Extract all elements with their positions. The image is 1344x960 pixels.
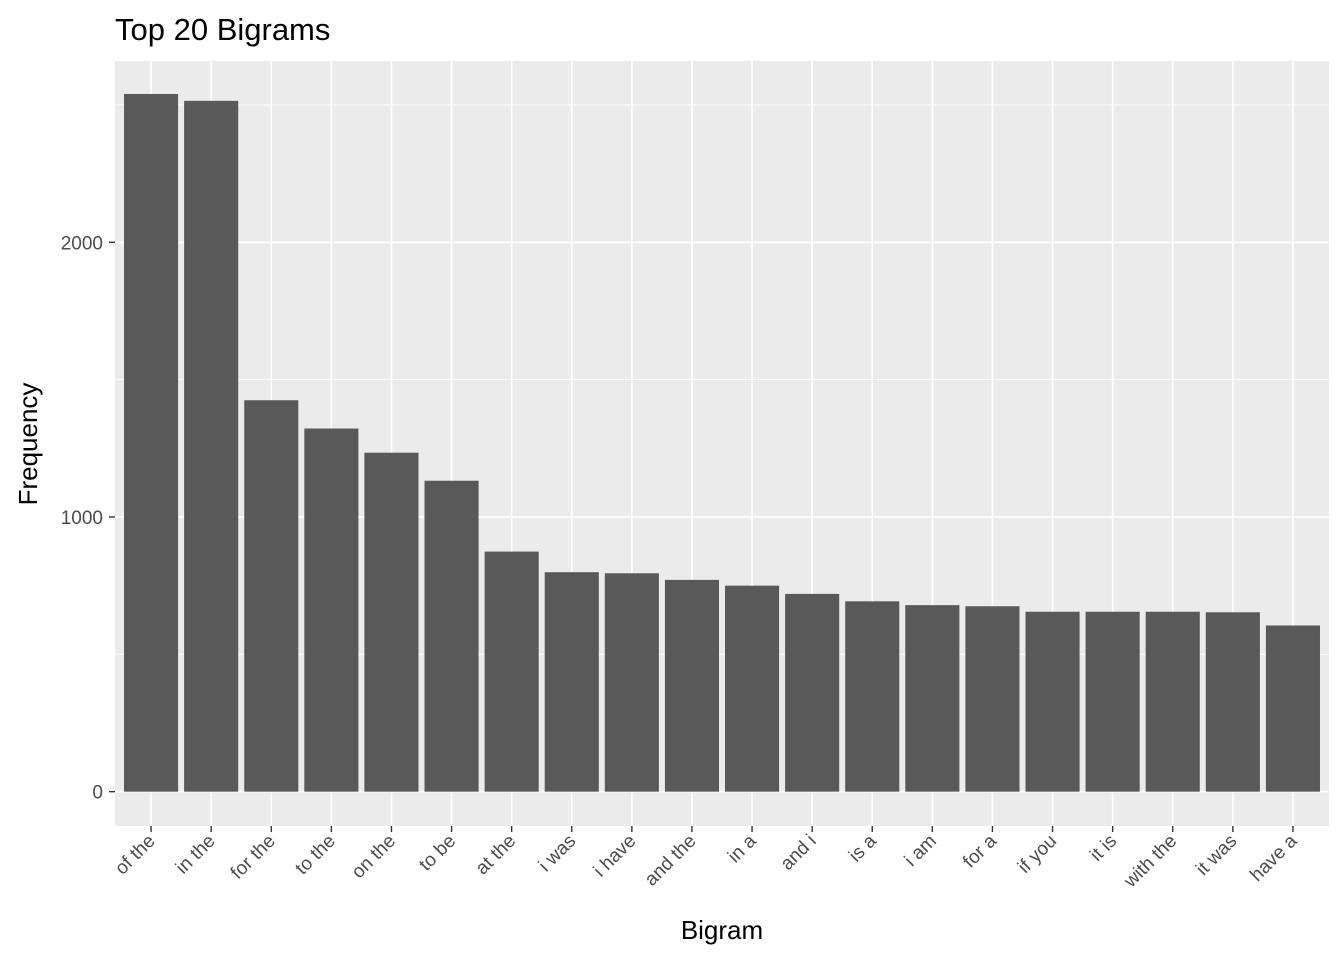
x-tick-label: on the bbox=[348, 831, 400, 883]
bar bbox=[544, 572, 599, 792]
bar bbox=[424, 480, 479, 792]
x-tick-label: of the bbox=[111, 831, 159, 879]
x-tick-label: it is bbox=[1086, 831, 1121, 866]
bar bbox=[965, 606, 1020, 792]
x-tick-label: for the bbox=[227, 831, 280, 884]
bars bbox=[124, 93, 1320, 792]
x-axis-title: Bigram bbox=[681, 915, 763, 945]
bar bbox=[124, 93, 179, 792]
x-tick-label: in the bbox=[172, 831, 220, 879]
x-tick-label: have a bbox=[1246, 830, 1301, 885]
bar bbox=[1145, 611, 1200, 792]
x-tick-label: at the bbox=[472, 831, 520, 879]
bar bbox=[1085, 611, 1140, 792]
x-tick-label: i was bbox=[535, 831, 580, 876]
bar bbox=[725, 585, 780, 792]
bar bbox=[484, 551, 539, 792]
y-axis-title: Frequency bbox=[13, 383, 43, 506]
bar bbox=[604, 573, 659, 792]
x-tick-label: in a bbox=[724, 830, 761, 867]
y-axis: 0 1000 2000 bbox=[61, 233, 115, 804]
bar bbox=[1025, 611, 1080, 792]
x-tick-label: is a bbox=[845, 830, 881, 866]
x-tick-label: i have bbox=[590, 831, 641, 882]
y-tick-label: 1000 bbox=[61, 508, 103, 529]
x-tick-label: with the bbox=[1119, 831, 1181, 893]
bar bbox=[664, 579, 719, 792]
chart-title: Top 20 Bigrams bbox=[115, 12, 330, 47]
bar bbox=[184, 100, 239, 792]
bar bbox=[1265, 625, 1320, 792]
bar bbox=[364, 452, 419, 792]
bar bbox=[244, 400, 299, 792]
x-tick-label: to the bbox=[291, 831, 339, 879]
x-tick-label: to be bbox=[415, 831, 460, 876]
bar bbox=[845, 601, 900, 792]
bar bbox=[1205, 612, 1260, 792]
x-tick-label: i am bbox=[901, 831, 941, 871]
x-tick-label: and the bbox=[641, 831, 701, 891]
x-tick-label: it was bbox=[1192, 831, 1241, 880]
bar bbox=[785, 593, 840, 792]
x-tick-label: and i bbox=[777, 831, 821, 875]
y-tick-label: 2000 bbox=[61, 233, 103, 254]
bar bbox=[304, 428, 359, 792]
x-tick-label: if you bbox=[1014, 831, 1061, 878]
bar bbox=[905, 605, 960, 792]
y-tick-label: 0 bbox=[92, 783, 103, 804]
x-tick-label: for a bbox=[959, 830, 1001, 872]
x-axis: of the in the for the to the on the to be at t… bbox=[111, 826, 1302, 893]
